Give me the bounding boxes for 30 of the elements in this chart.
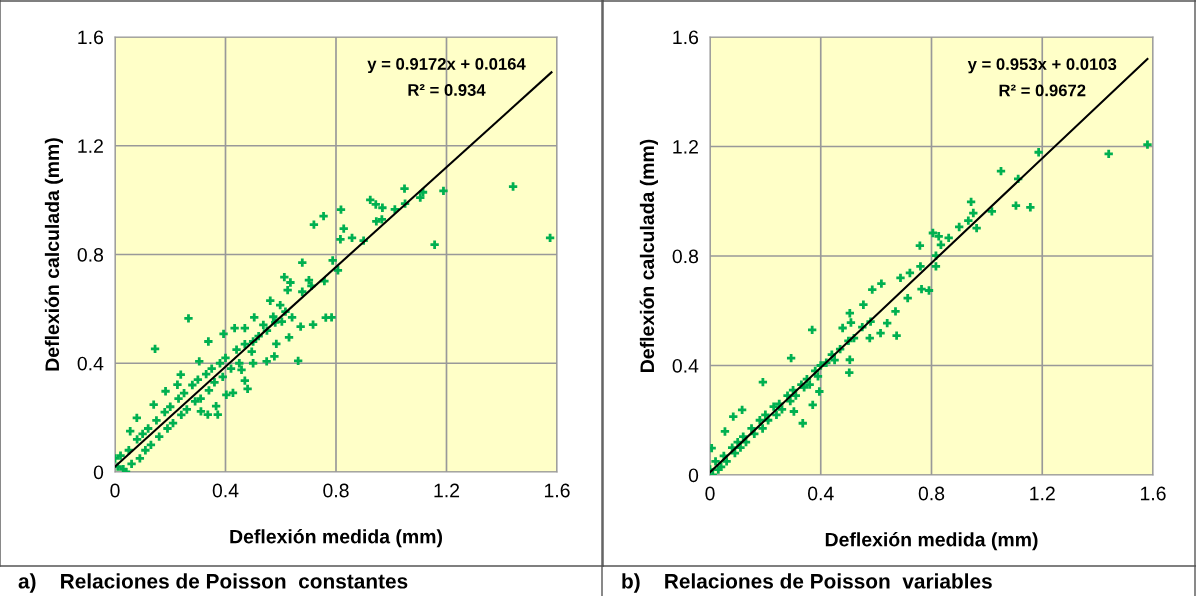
text: a) Relaciones de Poisson constantes xyxy=(18,573,408,593)
x-axis-title: Deflexión medida (mm) xyxy=(230,529,442,548)
x-tick-label: 0.4 xyxy=(212,483,239,498)
y-tick-label: 0 xyxy=(688,468,699,483)
x-axis-title: Deflexión medida (mm) xyxy=(825,532,1038,551)
annotation: y = 0.953x + 0.0103 xyxy=(967,58,1117,74)
annotation: R² = 0.934 xyxy=(408,84,486,96)
x-tick-label: 1.2 xyxy=(434,483,460,498)
y-tick-label: 1.2 xyxy=(673,139,698,154)
x-tick-label: 1.6 xyxy=(1140,486,1166,501)
y-tick-label: 1.2 xyxy=(78,139,103,153)
y-axis-title: Deflexión calculada (mm) xyxy=(639,139,658,372)
x-tick-label: 0.4 xyxy=(808,486,834,501)
y-tick-label: 1.6 xyxy=(78,30,104,45)
x-tick-label: 0 xyxy=(110,483,120,498)
y-tick-label: 0.8 xyxy=(672,249,699,264)
text: b) Relaciones de Poisson variables xyxy=(622,573,992,593)
annotation: R² = 0.9672 xyxy=(999,84,1086,97)
annotation: y = 0.9172x + 0.0164 xyxy=(367,57,526,74)
x-tick-label: 1.6 xyxy=(544,483,570,498)
x-tick-label: 0 xyxy=(705,486,715,501)
y-tick-label: 0.8 xyxy=(77,247,104,262)
x-tick-label: 1.2 xyxy=(1030,486,1055,501)
y-tick-label: 0 xyxy=(93,465,104,480)
x-tick-label: 0.8 xyxy=(918,486,945,501)
y-tick-label: 0.4 xyxy=(672,358,699,373)
y-tick-label: 0.4 xyxy=(77,356,104,371)
x-tick-label: 0.8 xyxy=(323,483,349,498)
y-tick-label: 1.6 xyxy=(673,30,699,45)
y-axis-title: Deflexión calculada (mm) xyxy=(44,138,63,371)
